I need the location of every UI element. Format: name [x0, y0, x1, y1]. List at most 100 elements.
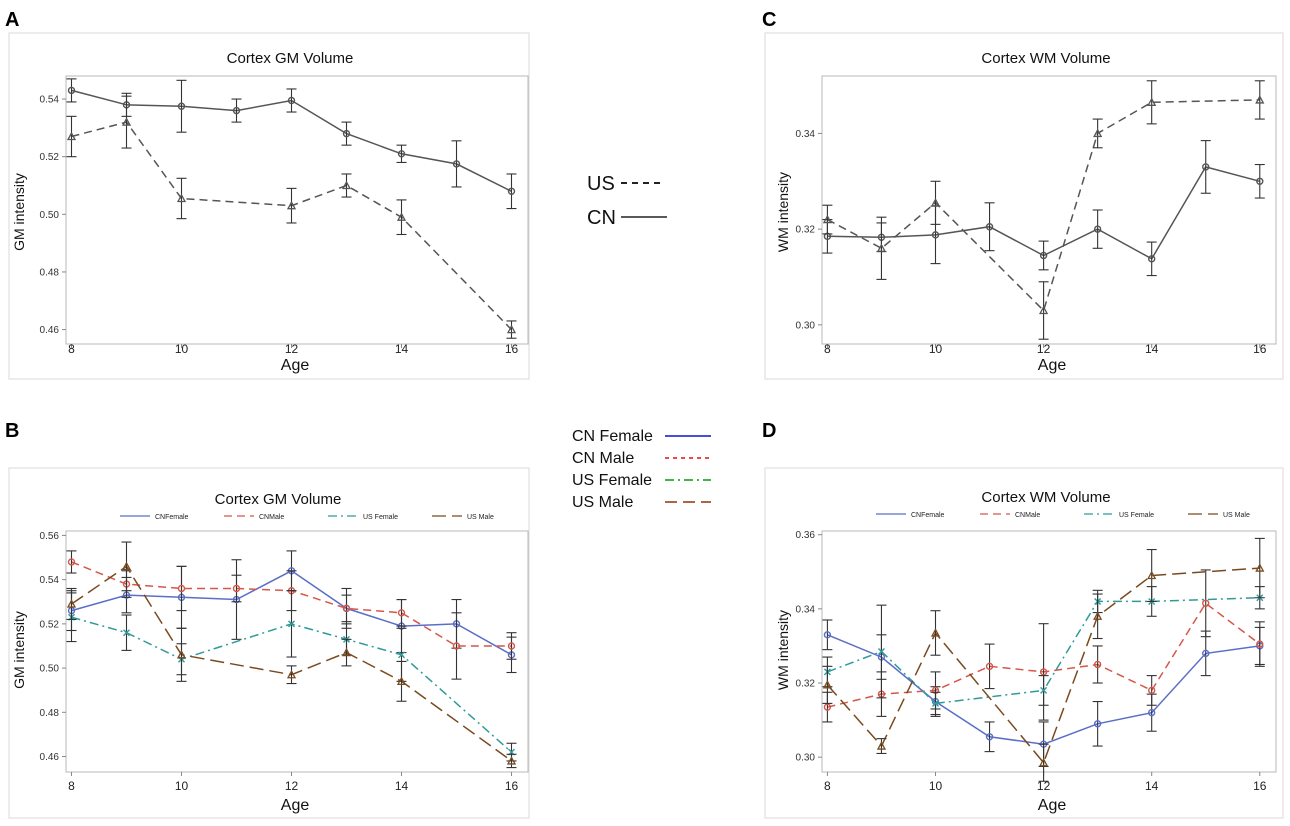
- data-point: [1147, 708, 1156, 717]
- error-bar: [930, 610, 941, 656]
- plot-area: [821, 75, 1277, 345]
- error-bar: [121, 541, 132, 592]
- y-axis-label: GM intensity: [11, 173, 27, 251]
- data-point: [1255, 563, 1265, 572]
- data-point: [396, 676, 407, 685]
- y-tick-label: 0.34: [796, 604, 816, 615]
- data-point: [342, 129, 351, 138]
- error-bar: [341, 594, 352, 623]
- data-point: [1147, 255, 1156, 263]
- legend-cn-female-label: CN Female: [572, 428, 653, 445]
- plot-area: [821, 530, 1277, 773]
- data-point: [232, 106, 241, 115]
- panel-frame: [764, 32, 1284, 380]
- chart-title: Cortex GM Volume: [215, 491, 342, 508]
- y-tick-label: 0.32: [796, 679, 816, 690]
- data-point: [876, 741, 887, 750]
- data-point: [1147, 97, 1157, 106]
- error-bar: [984, 721, 995, 753]
- y-tick-label: 0.52: [40, 152, 60, 163]
- legend-us-male-label: US Male: [572, 494, 633, 511]
- legend-cn-label: CN: [587, 207, 616, 229]
- panel-letter: D: [762, 420, 776, 442]
- x-tick-label: 10: [175, 342, 189, 356]
- y-tick-label: 0.30: [796, 320, 816, 331]
- x-tick-label: 16: [1253, 779, 1267, 793]
- x-tick-label: 14: [395, 342, 409, 356]
- y-tick-label: 0.30: [796, 753, 816, 764]
- error-bar: [66, 78, 77, 103]
- data-point: [121, 561, 132, 571]
- inner-legend-label: CNFemale: [911, 512, 945, 519]
- x-tick-label: 14: [1145, 342, 1159, 356]
- data-point: [66, 599, 77, 608]
- error-bar: [231, 98, 242, 123]
- y-tick-label: 0.48: [40, 267, 60, 278]
- legend-us-label: US: [587, 173, 615, 195]
- inner-legend-label: US Female: [1119, 512, 1154, 519]
- data-point: [823, 703, 832, 711]
- data-point: [342, 604, 351, 613]
- data-point: [286, 200, 297, 210]
- error-bar: [176, 627, 187, 682]
- panel-d: D Cortex WM Volume Age WM intensity 8 10 12 14 1…: [762, 420, 1284, 819]
- error-bar: [451, 140, 462, 188]
- data-point: [1039, 757, 1049, 767]
- series-us: [822, 80, 1265, 340]
- data-point: [397, 150, 406, 158]
- x-tick-label: 12: [285, 779, 299, 793]
- y-axis-label: WM intensity: [775, 172, 791, 252]
- data-point: [877, 648, 885, 655]
- data-point: [507, 642, 516, 650]
- error-bar: [396, 598, 407, 627]
- data-point: [931, 231, 940, 239]
- data-point: [177, 584, 186, 593]
- data-point: [1147, 686, 1156, 695]
- error-bar: [286, 665, 297, 685]
- error-bar: [1092, 645, 1103, 684]
- data-point: [341, 180, 352, 190]
- error-bar: [341, 638, 352, 667]
- panel-frame: [8, 467, 530, 819]
- inner-legend-label: US Male: [1223, 512, 1250, 519]
- data-point: [398, 651, 405, 659]
- error-bar: [1092, 701, 1103, 747]
- data-point: [288, 620, 295, 628]
- x-tick-label: 8: [824, 779, 831, 793]
- series-cnmale: [822, 569, 1265, 723]
- x-tick-label: 8: [68, 779, 75, 793]
- data-point: [930, 197, 941, 207]
- series-us-male: [66, 541, 517, 769]
- inner-legend-label: CNFemale: [155, 514, 189, 521]
- error-bar: [341, 173, 352, 198]
- data-point: [176, 193, 187, 203]
- y-tick-label: 0.54: [40, 575, 60, 586]
- x-tick-label: 12: [1037, 342, 1051, 356]
- error-bar: [451, 612, 462, 680]
- data-point: [823, 631, 832, 639]
- data-point: [1093, 660, 1102, 669]
- x-tick-label: 16: [505, 342, 519, 356]
- chart-title: Cortex WM Volume: [981, 50, 1110, 67]
- data-point: [506, 756, 517, 765]
- error-bar: [1038, 743, 1049, 782]
- error-bar: [506, 320, 517, 339]
- data-point: [1039, 251, 1048, 260]
- panel-c: C Cortex WM Volume Age WM intensity 8 10 12 14 1…: [762, 9, 1284, 380]
- y-tick-label: 0.36: [796, 530, 816, 541]
- data-point: [1093, 225, 1102, 233]
- error-bar: [176, 177, 187, 220]
- series-cn: [822, 140, 1265, 277]
- data-point: [506, 324, 517, 334]
- error-bar: [286, 88, 297, 113]
- error-bar: [822, 204, 833, 235]
- data-point: [1093, 611, 1103, 620]
- y-tick-label: 0.56: [40, 531, 60, 542]
- data-point: [822, 214, 832, 224]
- error-bar: [1254, 163, 1265, 199]
- error-bar: [984, 643, 995, 690]
- error-bar: [1146, 548, 1157, 602]
- x-tick-label: 16: [505, 779, 519, 793]
- data-point: [67, 86, 76, 95]
